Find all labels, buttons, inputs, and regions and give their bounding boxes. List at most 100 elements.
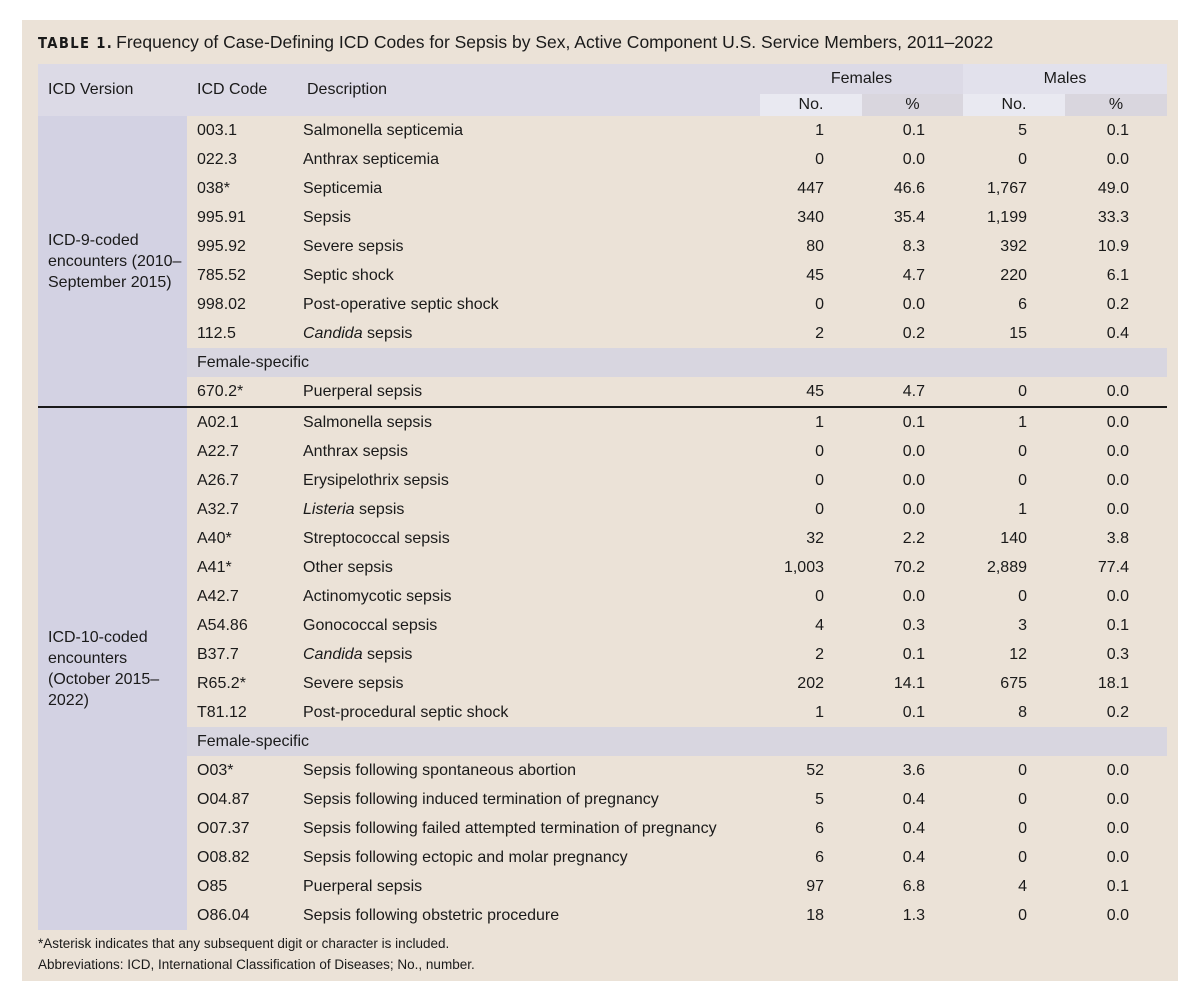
description-text: Other sepsis (303, 558, 393, 576)
icd-code: O08.82 (197, 848, 250, 866)
males-no: 5 (1018, 121, 1027, 139)
footnote-asterisk: *Asterisk indicates that any subsequent … (38, 936, 450, 951)
description-text: Septic shock (303, 266, 394, 284)
females-no: 0 (815, 471, 824, 489)
males-pct: 6.1 (1106, 266, 1129, 284)
icd-code: A54.86 (197, 616, 248, 634)
females-no: 80 (806, 237, 824, 255)
males-no: 1 (963, 406, 1065, 437)
females-no: 18 (806, 906, 824, 924)
females-no: 0 (815, 295, 824, 313)
females-no: 45 (806, 382, 824, 400)
males-no: 1,767 (986, 179, 1027, 197)
icd-version-group: ICD-10-coded encounters (October 2015–20… (38, 406, 187, 930)
description-text: Erysipelothrix sepsis (303, 471, 449, 489)
males-pct: 0.0 (1065, 406, 1167, 437)
females-no: 5 (815, 790, 824, 808)
females-pct: 35.4 (893, 208, 925, 226)
description: Puerperal sepsis (297, 377, 760, 407)
description-text: Sepsis following induced termination of … (303, 790, 659, 808)
females-pct: 6.8 (902, 877, 925, 895)
males-pct: 0.2 (1106, 295, 1129, 313)
females-pct: 46.6 (893, 179, 925, 197)
females-no: 97 (806, 877, 824, 895)
females-no: 0 (815, 500, 824, 518)
icd-code: T81.12 (197, 703, 247, 721)
males-pct: 0.4 (1106, 324, 1129, 342)
females-no: 45 (806, 266, 824, 284)
table-row: 022.3 Anthrax septicemia 0 0.0 0 0.0 (38, 145, 1167, 174)
table-row: A26.7 Erysipelothrix sepsis 0 0.0 0 0.0 (38, 466, 1167, 495)
table-title: TABLE 1. Frequency of Case-Defining ICD … (38, 32, 993, 53)
icd-code: 003.1 (197, 121, 238, 139)
icd-code: 022.3 (197, 150, 238, 168)
description: Erysipelothrix sepsis (297, 466, 760, 495)
description: Severe sepsis (297, 232, 760, 261)
description: Listeria sepsis (297, 495, 760, 524)
males-pct: 0.3 (1106, 645, 1129, 663)
females-pct: 0.4 (902, 848, 925, 866)
table-row: O08.82 Sepsis following ectopic and molar… (38, 843, 1167, 872)
description: Candida sepsis (297, 640, 760, 669)
males-pct: 0.0 (1106, 790, 1129, 808)
description-italic: Candida (303, 645, 363, 663)
males-no: 675 (1000, 674, 1027, 692)
description: Severe sepsis (297, 669, 760, 698)
icd-code: A26.7 (197, 471, 239, 489)
table-row: A40* Streptococcal sepsis 32 2.2 140 3.8 (38, 524, 1167, 553)
icd-code: O07.37 (197, 819, 250, 837)
description: Sepsis following failed attempted termin… (297, 814, 760, 843)
description: Sepsis following ectopic and molar pregn… (297, 843, 760, 872)
header-males: Males (963, 64, 1167, 94)
females-no: 447 (797, 179, 824, 197)
description-text: Septicemia (303, 179, 383, 197)
icd-code: A32.7 (197, 500, 239, 518)
females-pct: 0.0 (902, 471, 925, 489)
females-pct: 0.1 (862, 406, 963, 437)
description-text: Salmonella septicemia (303, 121, 464, 139)
female-specific-label: Female-specific (187, 727, 1167, 756)
males-no: 4 (1018, 877, 1027, 895)
table-row: O07.37 Sepsis following failed attempted … (38, 814, 1167, 843)
icd-code: O04.87 (197, 790, 250, 808)
description: Sepsis following spontaneous abortion (297, 756, 760, 785)
males-no: 2,889 (986, 558, 1027, 576)
header-females: Females (760, 64, 963, 94)
description: Sepsis following induced termination of … (297, 785, 760, 814)
males-no: 220 (1000, 266, 1027, 284)
females-no: 340 (797, 208, 824, 226)
description: Post-operative septic shock (297, 290, 760, 319)
females-pct: 70.2 (893, 558, 925, 576)
description-text: sepsis (362, 324, 413, 342)
females-no: 2 (815, 645, 824, 663)
males-no: 0 (1018, 761, 1027, 779)
description: Anthrax septicemia (297, 145, 760, 174)
description-text: Severe sepsis (303, 237, 404, 255)
description-text: Anthrax septicemia (303, 150, 440, 168)
males-pct: 18.1 (1097, 674, 1129, 692)
table-row: O85 Puerperal sepsis 97 6.8 4 0.1 (38, 872, 1167, 901)
females-pct: 1.3 (902, 906, 925, 924)
males-pct: 0.0 (1106, 442, 1129, 460)
females-pct: 0.4 (902, 819, 925, 837)
males-pct: 3.8 (1106, 529, 1129, 547)
description: Gonococcal sepsis (297, 611, 760, 640)
females-pct: 0.1 (902, 703, 925, 721)
header-females-no: No. (760, 94, 862, 116)
males-pct: 49.0 (1097, 179, 1129, 197)
males-pct: 10.9 (1097, 237, 1129, 255)
males-no: 15 (1009, 324, 1027, 342)
female-specific-label: Female-specific (187, 348, 1167, 377)
description-text: Sepsis (303, 208, 352, 226)
males-no: 140 (1000, 529, 1027, 547)
description-text: Sepsis following obstetric procedure (303, 906, 560, 924)
table-row: 785.52 Septic shock 45 4.7 220 6.1 (38, 261, 1167, 290)
females-no: 1 (815, 703, 824, 721)
males-no: 8 (1018, 703, 1027, 721)
males-pct: 0.0 (1106, 761, 1129, 779)
table-row: ICD-10-coded encounters (October 2015–20… (38, 406, 1167, 930)
description-italic: Listeria (303, 500, 355, 518)
table-row: O86.04 Sepsis following obstetric procedu… (38, 901, 1167, 930)
table-row: ICD-9-coded encounters (2010–September 2… (38, 116, 1167, 407)
description-text: Post-operative septic shock (303, 295, 499, 313)
